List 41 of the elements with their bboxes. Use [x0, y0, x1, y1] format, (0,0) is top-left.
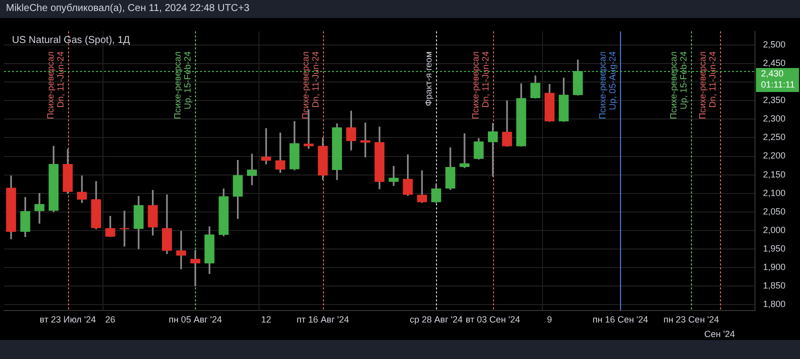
- x-tick-label: пн 16 Сен '24: [592, 314, 648, 324]
- x-tick-label: 12: [261, 314, 272, 324]
- y-tick-label: 2,350: [763, 95, 786, 106]
- y-tick-label: 1,900: [763, 262, 786, 272]
- x-tick-label: Сен '24: [704, 329, 735, 340]
- y-tick-label: 2,250: [763, 132, 786, 142]
- y-tick-label: 2,300: [763, 114, 786, 124]
- x-tick-label: вт 03 Сен '24: [466, 314, 520, 324]
- ref-line-label: Психе-реверсал Dn, 11-Jun-24: [300, 51, 320, 120]
- candlestick: [460, 133, 470, 168]
- ref-line-label: Психе-реверсал Up, 05-Aug-24: [597, 51, 618, 120]
- y-tick-label: 2,200: [763, 150, 786, 161]
- candlestick: [417, 170, 427, 203]
- ref-line-label: Фракт-я геом: [423, 51, 434, 106]
- y-tick-label: 2,450: [763, 58, 786, 68]
- y-tick-label: 2,150: [763, 169, 786, 180]
- y-tick-label: 2,100: [763, 188, 786, 198]
- x-tick-label: 9: [547, 314, 552, 324]
- ref-line-label: Психе-реверсал Dn, 11-Jun-24: [470, 51, 490, 120]
- ref-line-label: Психе-реверсал Dn, 11-Jun-24: [45, 51, 66, 120]
- x-tick-label: пн 05 Авг '24: [168, 314, 222, 324]
- chart-subtitle: MikleChe опубликовал(а), Сен 11, 2024 22:48 UTC+3: [5, 2, 250, 16]
- ref-line-label: Психе-реверсал Up, 15-Feb-24: [172, 51, 192, 120]
- chart-title: US Natural Gas (Spot), 1Д: [12, 35, 130, 46]
- y-tick-label: 1,800: [763, 298, 786, 309]
- y-tick-label: 2,500: [763, 40, 786, 50]
- x-tick-label: вт 23 Июл '24: [40, 314, 96, 324]
- ref-line-label: Психе-реверсал Dn, 11-Jun-24: [697, 51, 718, 120]
- y-tick-label: 1,950: [763, 243, 786, 254]
- ref-line-label: 2,430 01:11:11: [761, 68, 795, 90]
- candlestick: [247, 154, 257, 186]
- x-tick-label: пн 23 Сен '24: [663, 314, 720, 324]
- y-tick-label: 1,850: [763, 280, 786, 290]
- x-tick-label: 26: [105, 314, 116, 324]
- candlestick: [119, 210, 130, 247]
- y-tick-label: 2,000: [763, 224, 786, 235]
- candlestick: [34, 192, 44, 224]
- ref-line-label: Психе-реверсал Up, 15-Feb-24: [668, 51, 688, 120]
- y-tick-label: 2,050: [763, 206, 786, 216]
- x-tick-label: ср 28 Авг '24: [410, 314, 463, 324]
- x-tick-label: пт 16 Авг '24: [296, 314, 349, 324]
